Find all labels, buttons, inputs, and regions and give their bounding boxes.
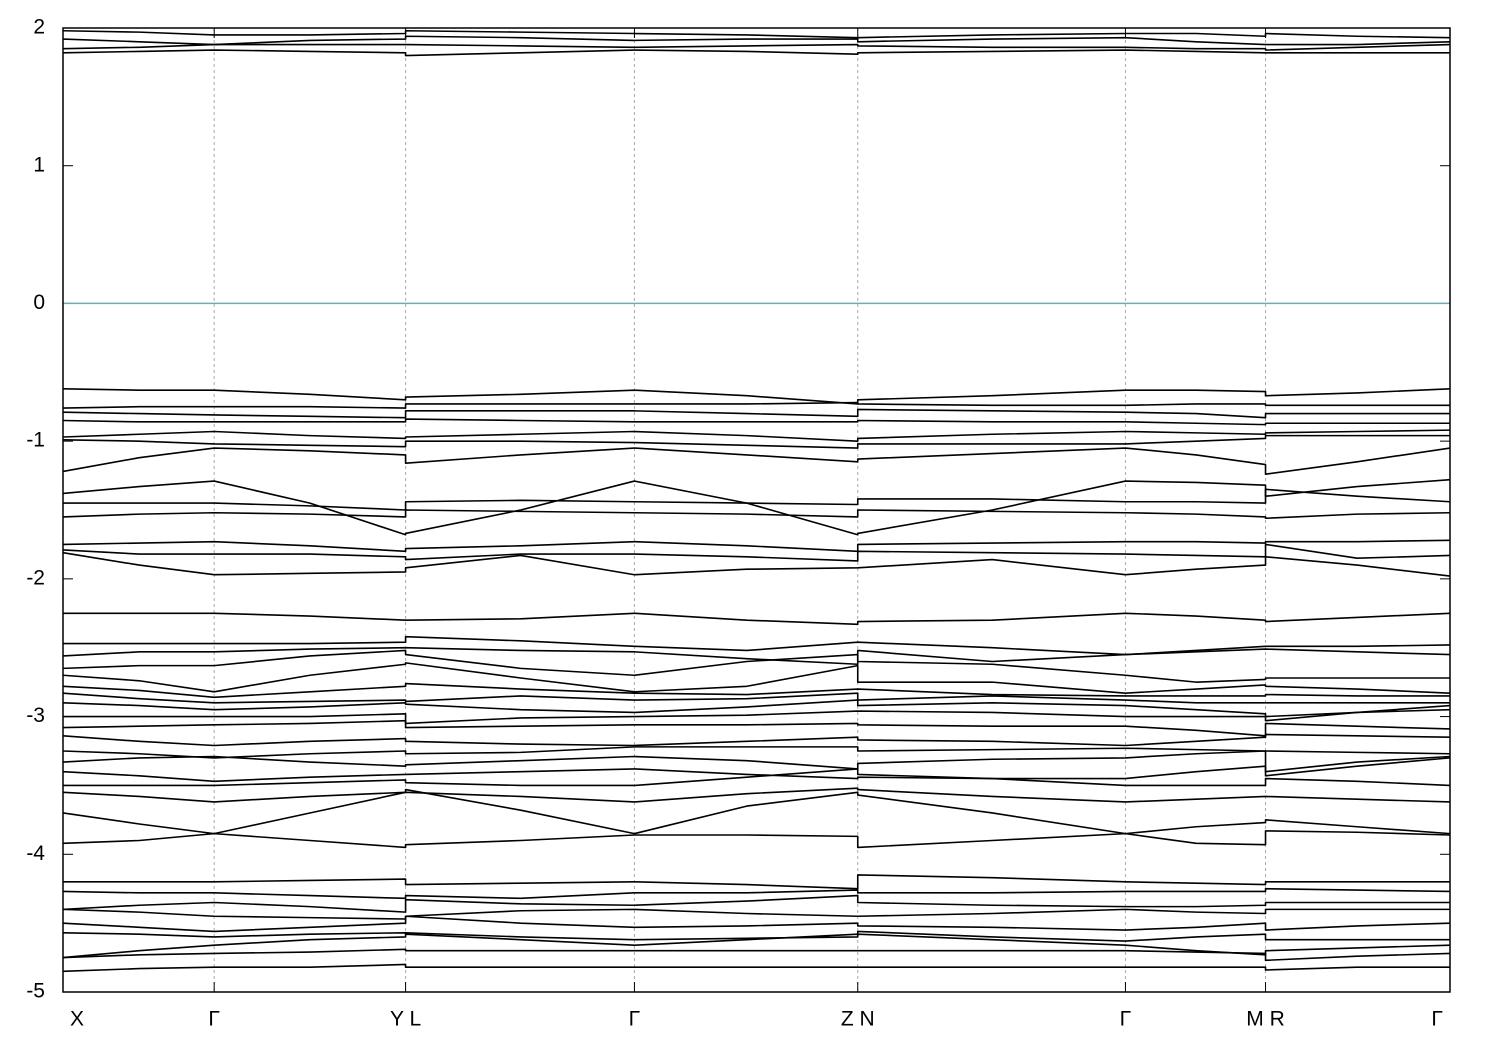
band-line bbox=[62, 963, 1450, 973]
band-line bbox=[62, 915, 1451, 933]
x-tick-label: Γ bbox=[1431, 1008, 1443, 1031]
band-line bbox=[62, 662, 1451, 694]
band-line bbox=[62, 401, 1450, 409]
band-line bbox=[62, 43, 1451, 51]
band-line bbox=[62, 757, 1451, 783]
y-tick-label: 2 bbox=[33, 16, 45, 39]
y-tick-label: -1 bbox=[26, 429, 45, 452]
band-line bbox=[62, 543, 1451, 562]
band-line bbox=[62, 551, 1451, 577]
plot-frame bbox=[62, 27, 1451, 993]
band-line bbox=[63, 874, 1450, 890]
band-line bbox=[63, 612, 1451, 626]
band-line bbox=[62, 539, 1451, 553]
band-line bbox=[62, 692, 1450, 704]
y-tick-label: -2 bbox=[26, 566, 45, 589]
band-line bbox=[63, 635, 1451, 656]
band-line bbox=[62, 750, 1451, 773]
x-tick-label: Γ bbox=[629, 1008, 641, 1031]
band-line bbox=[62, 746, 1451, 759]
band-line bbox=[62, 930, 1450, 942]
band-line bbox=[62, 434, 1450, 449]
band-line bbox=[62, 887, 1451, 900]
band-line bbox=[62, 646, 1451, 666]
x-tick-label: Z N bbox=[841, 1008, 875, 1031]
band-line bbox=[62, 908, 1450, 920]
band-line bbox=[62, 408, 1450, 419]
band-line bbox=[62, 787, 1451, 803]
y-tick-label: 1 bbox=[33, 153, 45, 176]
y-tick-label: -5 bbox=[26, 980, 45, 1003]
band-line bbox=[63, 708, 1451, 725]
band-line bbox=[62, 788, 1451, 835]
band-line bbox=[62, 682, 1450, 699]
band-line bbox=[62, 29, 1451, 39]
band-line bbox=[62, 35, 1451, 46]
y-tick-label: 0 bbox=[33, 291, 45, 314]
band-line bbox=[62, 388, 1451, 405]
y-tick-label: -3 bbox=[26, 704, 45, 727]
y-tick-label: -4 bbox=[26, 842, 45, 865]
band-line bbox=[62, 509, 1451, 520]
band-line bbox=[62, 699, 1451, 722]
x-tick-label: Γ bbox=[1120, 1008, 1132, 1031]
band-line bbox=[62, 447, 1451, 475]
band-line bbox=[62, 830, 1451, 849]
band-line bbox=[62, 429, 1451, 442]
band-line bbox=[62, 649, 1450, 683]
band-line bbox=[63, 768, 1451, 787]
band-line bbox=[62, 478, 1451, 536]
band-line bbox=[62, 948, 1451, 962]
x-tick-label: M R bbox=[1246, 1008, 1285, 1031]
band-line bbox=[63, 488, 1451, 511]
band-line bbox=[62, 49, 1450, 57]
x-tick-label: X bbox=[70, 1008, 84, 1031]
band-line bbox=[62, 733, 1451, 747]
x-tick-label: Y L bbox=[390, 1008, 421, 1031]
x-tick-label: Γ bbox=[208, 1008, 220, 1031]
band-line bbox=[62, 894, 1450, 913]
band-line bbox=[62, 719, 1451, 737]
band-line bbox=[62, 418, 1450, 426]
